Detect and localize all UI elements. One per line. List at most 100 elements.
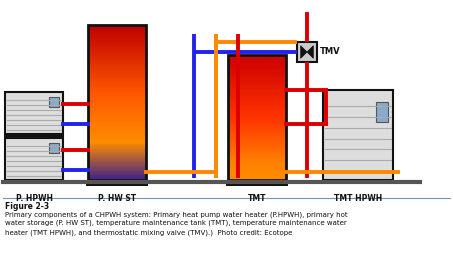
- Bar: [88, 55, 146, 56]
- Polygon shape: [301, 46, 307, 58]
- Bar: [228, 124, 286, 125]
- Bar: [88, 118, 146, 119]
- Bar: [228, 127, 286, 128]
- Bar: [228, 152, 286, 153]
- Bar: [88, 174, 146, 175]
- Bar: [228, 172, 286, 173]
- Bar: [228, 141, 286, 143]
- Bar: [88, 78, 146, 79]
- Bar: [88, 70, 146, 72]
- Bar: [88, 114, 146, 115]
- Bar: [228, 101, 286, 102]
- Bar: [88, 177, 146, 179]
- Bar: [88, 51, 146, 52]
- Bar: [228, 78, 286, 79]
- Text: TMV: TMV: [320, 48, 340, 56]
- Bar: [5, 138, 63, 180]
- Text: P. HW ST: P. HW ST: [98, 194, 136, 203]
- Bar: [228, 86, 286, 87]
- Bar: [228, 131, 286, 132]
- Bar: [88, 62, 146, 64]
- Bar: [88, 47, 146, 48]
- Bar: [88, 137, 146, 139]
- Bar: [228, 175, 286, 176]
- Bar: [88, 105, 146, 106]
- Bar: [228, 55, 286, 180]
- Bar: [228, 126, 286, 127]
- Bar: [228, 83, 286, 84]
- Bar: [228, 156, 286, 157]
- Bar: [88, 179, 146, 180]
- Bar: [228, 139, 286, 140]
- Bar: [88, 88, 146, 90]
- Bar: [88, 172, 146, 174]
- Bar: [322, 180, 394, 184]
- Text: heater (TMT HPWH), and thermostatic mixing valve (TMV).)  Photo credit: Ecotope: heater (TMT HPWH), and thermostatic mixi…: [5, 229, 292, 235]
- Bar: [228, 97, 286, 98]
- Bar: [88, 61, 146, 62]
- Bar: [88, 96, 146, 97]
- Bar: [88, 154, 146, 156]
- Bar: [88, 53, 146, 55]
- Bar: [88, 151, 146, 153]
- Bar: [228, 166, 286, 167]
- Bar: [228, 154, 286, 155]
- Bar: [228, 140, 286, 141]
- Bar: [228, 163, 286, 164]
- Bar: [88, 68, 146, 69]
- Bar: [4, 180, 64, 184]
- Bar: [228, 120, 286, 121]
- Bar: [88, 44, 146, 46]
- Bar: [228, 82, 286, 83]
- Bar: [228, 111, 286, 112]
- Bar: [88, 144, 146, 145]
- Bar: [88, 91, 146, 92]
- Bar: [88, 104, 146, 105]
- Bar: [228, 100, 286, 101]
- Bar: [88, 145, 146, 146]
- Text: P. HPWH: P. HPWH: [15, 194, 53, 203]
- Bar: [88, 156, 146, 157]
- Bar: [88, 123, 146, 124]
- Bar: [4, 134, 64, 138]
- Bar: [88, 115, 146, 117]
- Bar: [228, 96, 286, 97]
- Polygon shape: [307, 46, 313, 58]
- Bar: [88, 74, 146, 75]
- Bar: [88, 143, 146, 144]
- Bar: [228, 178, 286, 179]
- Bar: [323, 90, 393, 180]
- Bar: [88, 65, 146, 66]
- Bar: [228, 179, 286, 180]
- Bar: [88, 162, 146, 163]
- Bar: [228, 55, 286, 56]
- Bar: [88, 101, 146, 103]
- Bar: [88, 48, 146, 49]
- Bar: [88, 136, 146, 137]
- Bar: [88, 46, 146, 47]
- Bar: [228, 177, 286, 178]
- Bar: [88, 49, 146, 51]
- Bar: [88, 126, 146, 127]
- Text: Figure 2-3: Figure 2-3: [5, 202, 49, 211]
- Bar: [88, 164, 146, 166]
- Bar: [228, 72, 286, 73]
- Bar: [228, 146, 286, 147]
- Bar: [228, 147, 286, 148]
- Bar: [228, 110, 286, 111]
- Bar: [228, 58, 286, 59]
- Bar: [88, 103, 146, 104]
- Bar: [228, 75, 286, 76]
- Bar: [88, 35, 146, 37]
- Bar: [228, 122, 286, 123]
- Bar: [88, 100, 146, 101]
- Bar: [228, 66, 286, 68]
- Bar: [88, 82, 146, 83]
- Bar: [228, 162, 286, 163]
- Bar: [88, 158, 146, 159]
- Bar: [5, 92, 63, 134]
- Bar: [228, 81, 286, 82]
- Bar: [228, 171, 286, 172]
- Bar: [228, 60, 286, 61]
- Bar: [88, 106, 146, 108]
